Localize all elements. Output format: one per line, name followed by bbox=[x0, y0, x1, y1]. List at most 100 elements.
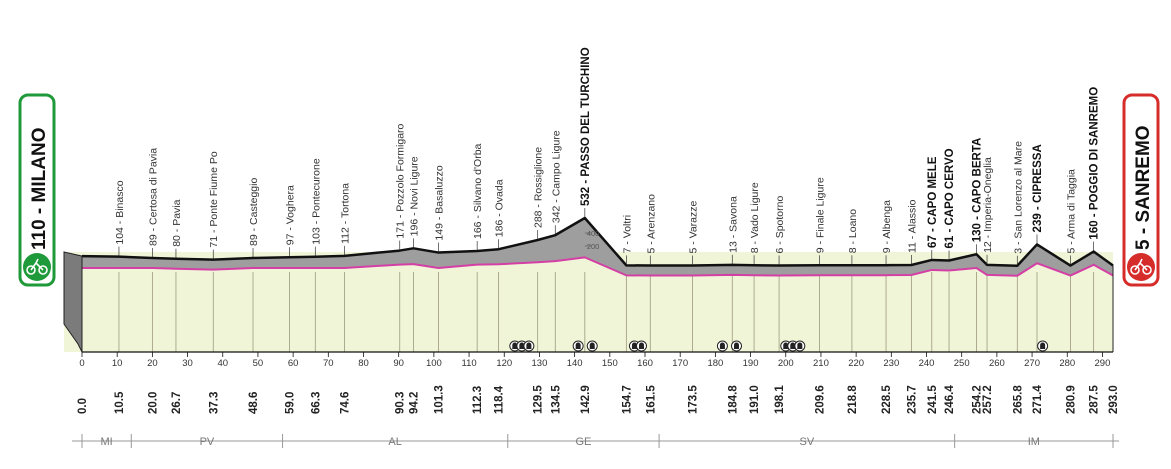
x-tick-label: 140 bbox=[567, 358, 583, 369]
km-label: 142.9 bbox=[580, 385, 592, 414]
km-label: 218.8 bbox=[847, 385, 859, 414]
waypoint-label: 9 - Albenga bbox=[881, 200, 893, 253]
x-tick-label: 0 bbox=[79, 358, 84, 369]
waypoint-label: 171 - Pozzolo Formigaro bbox=[395, 123, 407, 238]
km-label: 20.0 bbox=[147, 392, 159, 414]
waypoint-label: 130 - CAPO BERTA bbox=[971, 138, 983, 243]
road-line bbox=[82, 256, 1114, 277]
region-label: SV bbox=[800, 436, 815, 448]
waypoint-label: 11 - Alassio bbox=[906, 199, 918, 253]
finish-badge-frame bbox=[1122, 93, 1160, 287]
tunnel-arch bbox=[512, 342, 518, 349]
km-label: 0.0 bbox=[77, 398, 89, 414]
km-label: 10.5 bbox=[114, 391, 126, 414]
waypoint-label: 5 - Varazze bbox=[688, 200, 700, 253]
km-label: 293.0 bbox=[1108, 385, 1120, 414]
tunnel-arch bbox=[638, 342, 644, 349]
terrain-band bbox=[82, 218, 1113, 276]
waypoint-label: 3 - San Lorenzo al Mare bbox=[1012, 141, 1024, 254]
waypoint-label: 67 - CAPO MELE bbox=[927, 156, 939, 248]
x-tick-label: 190 bbox=[743, 358, 759, 369]
x-tick-label: 150 bbox=[602, 358, 618, 369]
waypoint-label: 71 - Ponte Fiume Po bbox=[208, 151, 220, 247]
bicycle-frame bbox=[1134, 258, 1148, 271]
waypoint-label: 149 - Basaluzzo bbox=[433, 165, 445, 240]
x-tick-label: 220 bbox=[848, 358, 864, 369]
x-tick-label: 70 bbox=[323, 358, 334, 369]
tunnel-arch bbox=[526, 342, 532, 349]
x-tick-label: 240 bbox=[919, 358, 935, 369]
km-label: 265.8 bbox=[1012, 385, 1024, 414]
x-tick-label: 250 bbox=[954, 358, 970, 369]
region-label: AL bbox=[388, 436, 401, 448]
tunnel-arch bbox=[575, 342, 581, 349]
waypoint-label: 12 - Imperia-Oneglia bbox=[982, 157, 994, 253]
tunnel-arch bbox=[797, 342, 803, 349]
x-tick-label: 230 bbox=[883, 358, 899, 369]
tunnel-arch bbox=[631, 342, 637, 349]
waypoint-label: 7 - Voltri bbox=[621, 215, 633, 254]
region-label: PV bbox=[200, 436, 215, 448]
bicycle-wheel bbox=[1142, 265, 1152, 275]
waypoint-label: 13 - Savona bbox=[727, 196, 739, 253]
elevation-tick-label: 400 bbox=[587, 229, 600, 238]
x-tick-label: 90 bbox=[393, 358, 404, 369]
km-label: 184.8 bbox=[727, 385, 739, 414]
km-label: 257.2 bbox=[982, 385, 994, 414]
profile-line bbox=[81, 216, 1114, 267]
km-label: 118.4 bbox=[494, 385, 506, 414]
x-tick-label: 100 bbox=[426, 358, 442, 369]
waypoint-label: 97 - Voghera bbox=[285, 185, 297, 245]
km-label: 209.6 bbox=[815, 385, 827, 414]
km-label: 254.2 bbox=[971, 385, 983, 414]
start-badge-frame bbox=[18, 93, 56, 287]
km-label: 280.9 bbox=[1065, 385, 1077, 414]
tunnel-arch bbox=[719, 342, 725, 349]
waypoint-label: 80 - Pavia bbox=[171, 199, 183, 246]
x-tick-label: 50 bbox=[253, 358, 264, 369]
waypoint-label: 61 - CAPO CERVO bbox=[944, 148, 956, 248]
finish-badge-label: 5 - SANREMO bbox=[1133, 125, 1154, 250]
region-label: GE bbox=[575, 436, 591, 448]
tunnel-arch bbox=[733, 342, 739, 349]
start-badge-label: 110 - MILANO bbox=[29, 128, 50, 250]
tunnel-arch bbox=[790, 342, 796, 349]
km-label: 191.0 bbox=[749, 385, 761, 414]
waypoint-label: 166 - Silvano d'Orba bbox=[472, 143, 484, 239]
elevation-tick-label: 200 bbox=[587, 242, 600, 251]
waypoint-label: 89 - Casteggio bbox=[248, 178, 260, 246]
km-label: 37.3 bbox=[208, 392, 220, 414]
waypoint-label: 8 - Loano bbox=[847, 209, 859, 254]
km-label: 48.6 bbox=[248, 392, 260, 414]
km-label: 228.5 bbox=[881, 385, 893, 414]
waypoint-label: 5 - Arenzano bbox=[645, 194, 657, 254]
km-label: 74.6 bbox=[340, 392, 352, 414]
km-label: 66.3 bbox=[310, 392, 322, 414]
km-label: 129.5 bbox=[533, 385, 545, 414]
waypoint-label: 532 - PASSO DEL TURCHINO bbox=[580, 47, 592, 206]
waypoint-label: 342 - Campo Ligure bbox=[550, 130, 562, 223]
waypoint-label: 8 - Vado Ligure bbox=[749, 182, 761, 253]
waypoint-label: 89 - Certosa di Pavia bbox=[147, 148, 159, 246]
x-tick-label: 160 bbox=[637, 358, 653, 369]
x-tick-label: 60 bbox=[288, 358, 299, 369]
x-tick-label: 20 bbox=[147, 358, 158, 369]
tunnel-arch bbox=[589, 342, 595, 349]
x-tick-label: 120 bbox=[496, 358, 512, 369]
tunnel-arch bbox=[1040, 342, 1046, 349]
region-label: MI bbox=[101, 436, 113, 448]
x-tick-label: 260 bbox=[989, 358, 1005, 369]
km-label: 59.0 bbox=[285, 392, 297, 414]
bicycle-icon bbox=[23, 253, 51, 281]
bicycle-wheel bbox=[1130, 265, 1140, 275]
x-tick-label: 130 bbox=[532, 358, 548, 369]
x-tick-label: 110 bbox=[461, 358, 476, 369]
waypoint-label: 186 - Ovada bbox=[494, 179, 506, 237]
x-tick-label: 210 bbox=[813, 358, 829, 369]
x-tick-label: 30 bbox=[182, 358, 193, 369]
x-tick-label: 40 bbox=[217, 358, 228, 369]
x-tick-label: 280 bbox=[1059, 358, 1075, 369]
x-tick-label: 290 bbox=[1095, 358, 1111, 369]
